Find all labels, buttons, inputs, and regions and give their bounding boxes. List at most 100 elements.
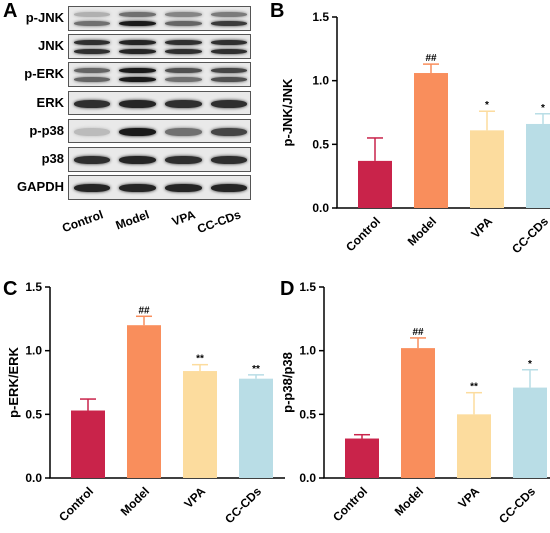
blot-row-label: GAPDH	[17, 179, 64, 195]
blot-row-label: p-p38	[29, 122, 64, 138]
y-tick-label: 0.0	[25, 471, 42, 485]
blot-band	[210, 68, 248, 74]
blot-band	[73, 127, 111, 136]
y-tick-label: 1.0	[25, 344, 42, 358]
blot-lane-label: CC-CDs	[195, 207, 243, 237]
x-tick-label: Model	[392, 484, 426, 518]
x-tick-label: VPA	[181, 484, 208, 511]
y-axis-label: p-ERK/ERK	[6, 347, 21, 418]
blot-band	[165, 127, 202, 136]
blot-band	[119, 49, 156, 55]
blot-band	[165, 77, 202, 83]
bar-control	[71, 410, 105, 478]
blot-band	[119, 40, 156, 46]
x-tick-label: CC-CDs	[509, 214, 550, 256]
blot-band	[119, 184, 156, 193]
x-tick-label: Control	[330, 484, 370, 524]
blot-row-label: ERK	[36, 94, 64, 110]
blot-band	[73, 68, 111, 74]
significance-marker: ##	[138, 305, 150, 316]
bar-control	[345, 438, 379, 478]
panel-letter-c: C	[3, 278, 18, 300]
x-tick-label: VPA	[455, 484, 482, 511]
blot-row-label: p-ERK	[24, 66, 64, 82]
x-tick-label: Model	[118, 484, 152, 518]
bar-vpa	[183, 371, 217, 478]
x-tick-label: VPA	[468, 214, 495, 241]
blot-band	[73, 156, 111, 164]
bar-chart-p-jnk: 0.0 0.5 1.0 1.5 p-JNK/JNK Control ## Model * VPA *…	[280, 10, 550, 256]
x-tick-label: Control	[343, 214, 383, 254]
blot-band	[210, 49, 248, 55]
x-tick-label: Model	[405, 214, 439, 248]
panel-letter-a: A	[3, 0, 18, 22]
significance-marker: *	[541, 103, 545, 114]
blot-band	[119, 127, 156, 136]
y-axis-label: p-p38/p38	[280, 352, 295, 413]
blot-lane-label: Control	[60, 207, 106, 236]
y-tick-label: 1.5	[312, 10, 329, 24]
blot-band	[165, 99, 202, 108]
bar-chart-p-p38: 0.0 0.5 1.0 1.5 p-p38/p38 Control ## Model ** VPA…	[280, 280, 550, 526]
blot-band	[210, 156, 248, 164]
blot-strip	[68, 118, 251, 144]
blot-band	[165, 184, 202, 193]
y-tick-label: 1.0	[299, 344, 316, 358]
y-axis-label: p-JNK/JNK	[280, 78, 295, 147]
significance-marker: ##	[425, 53, 437, 64]
blot-band	[165, 12, 202, 17]
y-tick-label: 0.5	[299, 407, 316, 421]
bar-model	[127, 325, 161, 478]
y-tick-label: 0.0	[312, 201, 329, 215]
bar-cc-cds	[513, 387, 547, 478]
blot-lane-label: VPA	[169, 207, 197, 230]
blot-band	[119, 21, 156, 26]
bar-vpa	[470, 130, 504, 208]
blot-band	[119, 77, 156, 83]
blot-band	[210, 77, 248, 83]
blot-band	[119, 12, 156, 17]
blot-band	[210, 12, 248, 17]
significance-marker: *	[528, 359, 532, 370]
significance-marker: **	[470, 382, 478, 393]
significance-marker: ##	[412, 327, 424, 338]
blot-band	[73, 21, 111, 26]
y-tick-label: 1.5	[299, 280, 316, 294]
blot-band	[210, 184, 248, 193]
blot-band	[165, 21, 202, 26]
blot-lane-label: Model	[113, 207, 152, 233]
blot-band	[73, 40, 111, 46]
bar-model	[414, 73, 448, 208]
panel-letter-b: B	[270, 0, 285, 22]
blot-strip	[68, 147, 251, 172]
blot-band	[210, 99, 248, 108]
y-tick-label: 1.5	[25, 280, 42, 294]
bar-chart-p-erk: 0.0 0.5 1.0 1.5 p-ERK/ERK Control ## Model ** VPA…	[6, 280, 285, 526]
significance-marker: **	[196, 354, 204, 365]
blot-row-label: p38	[41, 151, 64, 166]
bar-vpa	[457, 414, 491, 478]
blot-strip	[68, 175, 251, 200]
y-tick-label: 0.0	[299, 471, 316, 485]
blot-band	[165, 49, 202, 55]
bar-cc-cds	[239, 378, 273, 478]
significance-marker: *	[485, 100, 489, 111]
blot-row-label: p-JNK	[25, 10, 64, 25]
blot-band	[73, 77, 111, 83]
blot-strip	[68, 34, 251, 59]
blot-band	[73, 49, 111, 55]
blot-band	[165, 156, 202, 164]
panel-letter-d: D	[280, 278, 295, 300]
bar-cc-cds	[526, 123, 550, 208]
blot-band	[210, 127, 248, 136]
blot-band	[165, 40, 202, 46]
blot-band	[119, 156, 156, 164]
blot-row-label: JNK	[37, 38, 64, 54]
blot-band	[210, 21, 248, 26]
y-tick-label: 0.5	[25, 407, 42, 421]
significance-marker: **	[252, 364, 260, 375]
blot-band	[119, 68, 156, 74]
bar-model	[401, 348, 435, 478]
x-tick-label: CC-CDs	[222, 484, 264, 526]
blot-strip	[68, 6, 251, 31]
